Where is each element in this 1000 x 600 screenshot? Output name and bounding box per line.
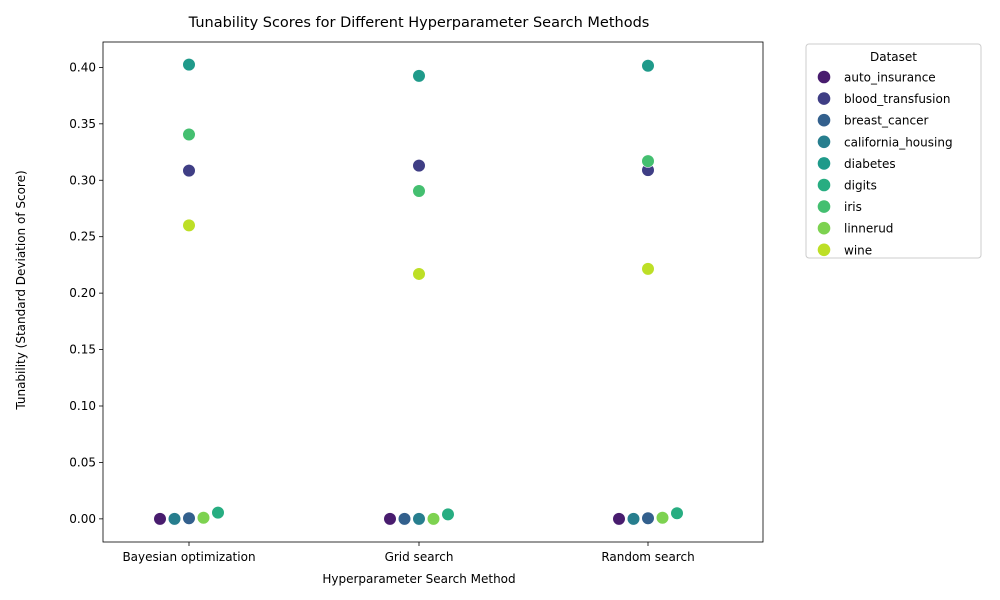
data-point-wine-2 [641, 262, 655, 276]
data-point-linnerud-2 [655, 511, 670, 525]
legend-marker-digits [817, 178, 831, 192]
data-point-linnerud-0 [196, 511, 211, 525]
y-tick-label: 0.10 [69, 399, 96, 413]
legend-label-auto_insurance: auto_insurance [844, 71, 936, 85]
data-point-linnerud-1 [426, 512, 441, 526]
legend-marker-wine [817, 243, 831, 257]
data-point-iris-1 [412, 184, 426, 198]
plot-area: 0.00 0.05 0.10 0.15 0.20 0.25 0.30 0.35 0.40 Baye… [69, 41, 764, 564]
legend-marker-auto_insurance [817, 70, 831, 84]
data-point-iris-0 [182, 127, 196, 142]
legend-marker-california_housing [817, 135, 831, 149]
data-point-california_housing-0 [167, 512, 182, 526]
legend-label-wine: wine [844, 243, 872, 257]
data-point-wine-0 [182, 218, 196, 233]
y-tick-label: 0.20 [69, 286, 96, 300]
data-point-auto_insurance-2 [612, 512, 626, 526]
data-point-wine-1 [412, 267, 426, 281]
y-axis-label: Tunability (Standard Deviation of Score) [14, 170, 28, 410]
data-point-diabetes-1 [412, 69, 426, 83]
data-point-blood_transfusion-1 [412, 158, 426, 173]
data-point-california_housing-2 [626, 512, 641, 526]
data-point-breast_cancer-0 [182, 511, 196, 525]
legend-label-iris: iris [844, 200, 862, 214]
legend-title: Dataset [870, 50, 917, 64]
data-point-digits-2 [670, 506, 684, 520]
y-tick-label: 0.25 [69, 230, 96, 244]
data-point-blood_transfusion-0 [182, 164, 196, 178]
data-point-digits-0 [211, 506, 225, 520]
data-point-iris-2 [641, 154, 655, 168]
x-tick-label: Random search [601, 550, 694, 564]
legend-label-digits: digits [844, 179, 877, 193]
legend-marker-blood_transfusion [817, 92, 831, 105]
y-tick-label: 0.40 [69, 60, 96, 74]
data-point-diabetes-2 [641, 59, 655, 73]
axes-frame [102, 41, 764, 543]
legend-label-breast_cancer: breast_cancer [844, 114, 929, 128]
y-tick-label: 0.35 [69, 117, 96, 131]
y-tick-label: 0.30 [69, 173, 96, 187]
legend-box [805, 43, 982, 259]
y-tick-label: 0.15 [69, 343, 96, 357]
legend-label-diabetes: diabetes [844, 157, 896, 171]
legend-marker-breast_cancer [817, 113, 831, 127]
legend-label-blood_transfusion: blood_transfusion [844, 92, 950, 106]
y-tick-label: 0.05 [69, 455, 96, 469]
legend: Dataset auto_insurance blood_transfusionbr… [805, 43, 982, 259]
x-tick-label: Grid search [385, 550, 454, 564]
x-tick-label: Bayesian optimization [122, 550, 255, 564]
data-point-breast_cancer-1 [397, 512, 412, 526]
legend-label-california_housing: california_housing [844, 135, 953, 149]
x-axis-label: Hyperparameter Search Method [322, 572, 515, 586]
data-point-auto_insurance-1 [383, 512, 397, 526]
data-point-digits-1 [441, 507, 455, 521]
legend-marker-linnerud [817, 221, 831, 235]
data-point-california_housing-1 [412, 512, 426, 526]
data-point-auto_insurance-0 [153, 512, 167, 526]
legend-marker-iris [817, 200, 831, 213]
legend-marker-diabetes [817, 157, 831, 170]
data-point-breast_cancer-2 [641, 511, 655, 525]
chart-title: Tunability Scores for Different Hyperpar… [188, 15, 650, 31]
legend-label-linnerud: linnerud [844, 222, 893, 236]
y-tick-label: 0.00 [69, 512, 96, 526]
data-point-diabetes-0 [182, 57, 196, 72]
